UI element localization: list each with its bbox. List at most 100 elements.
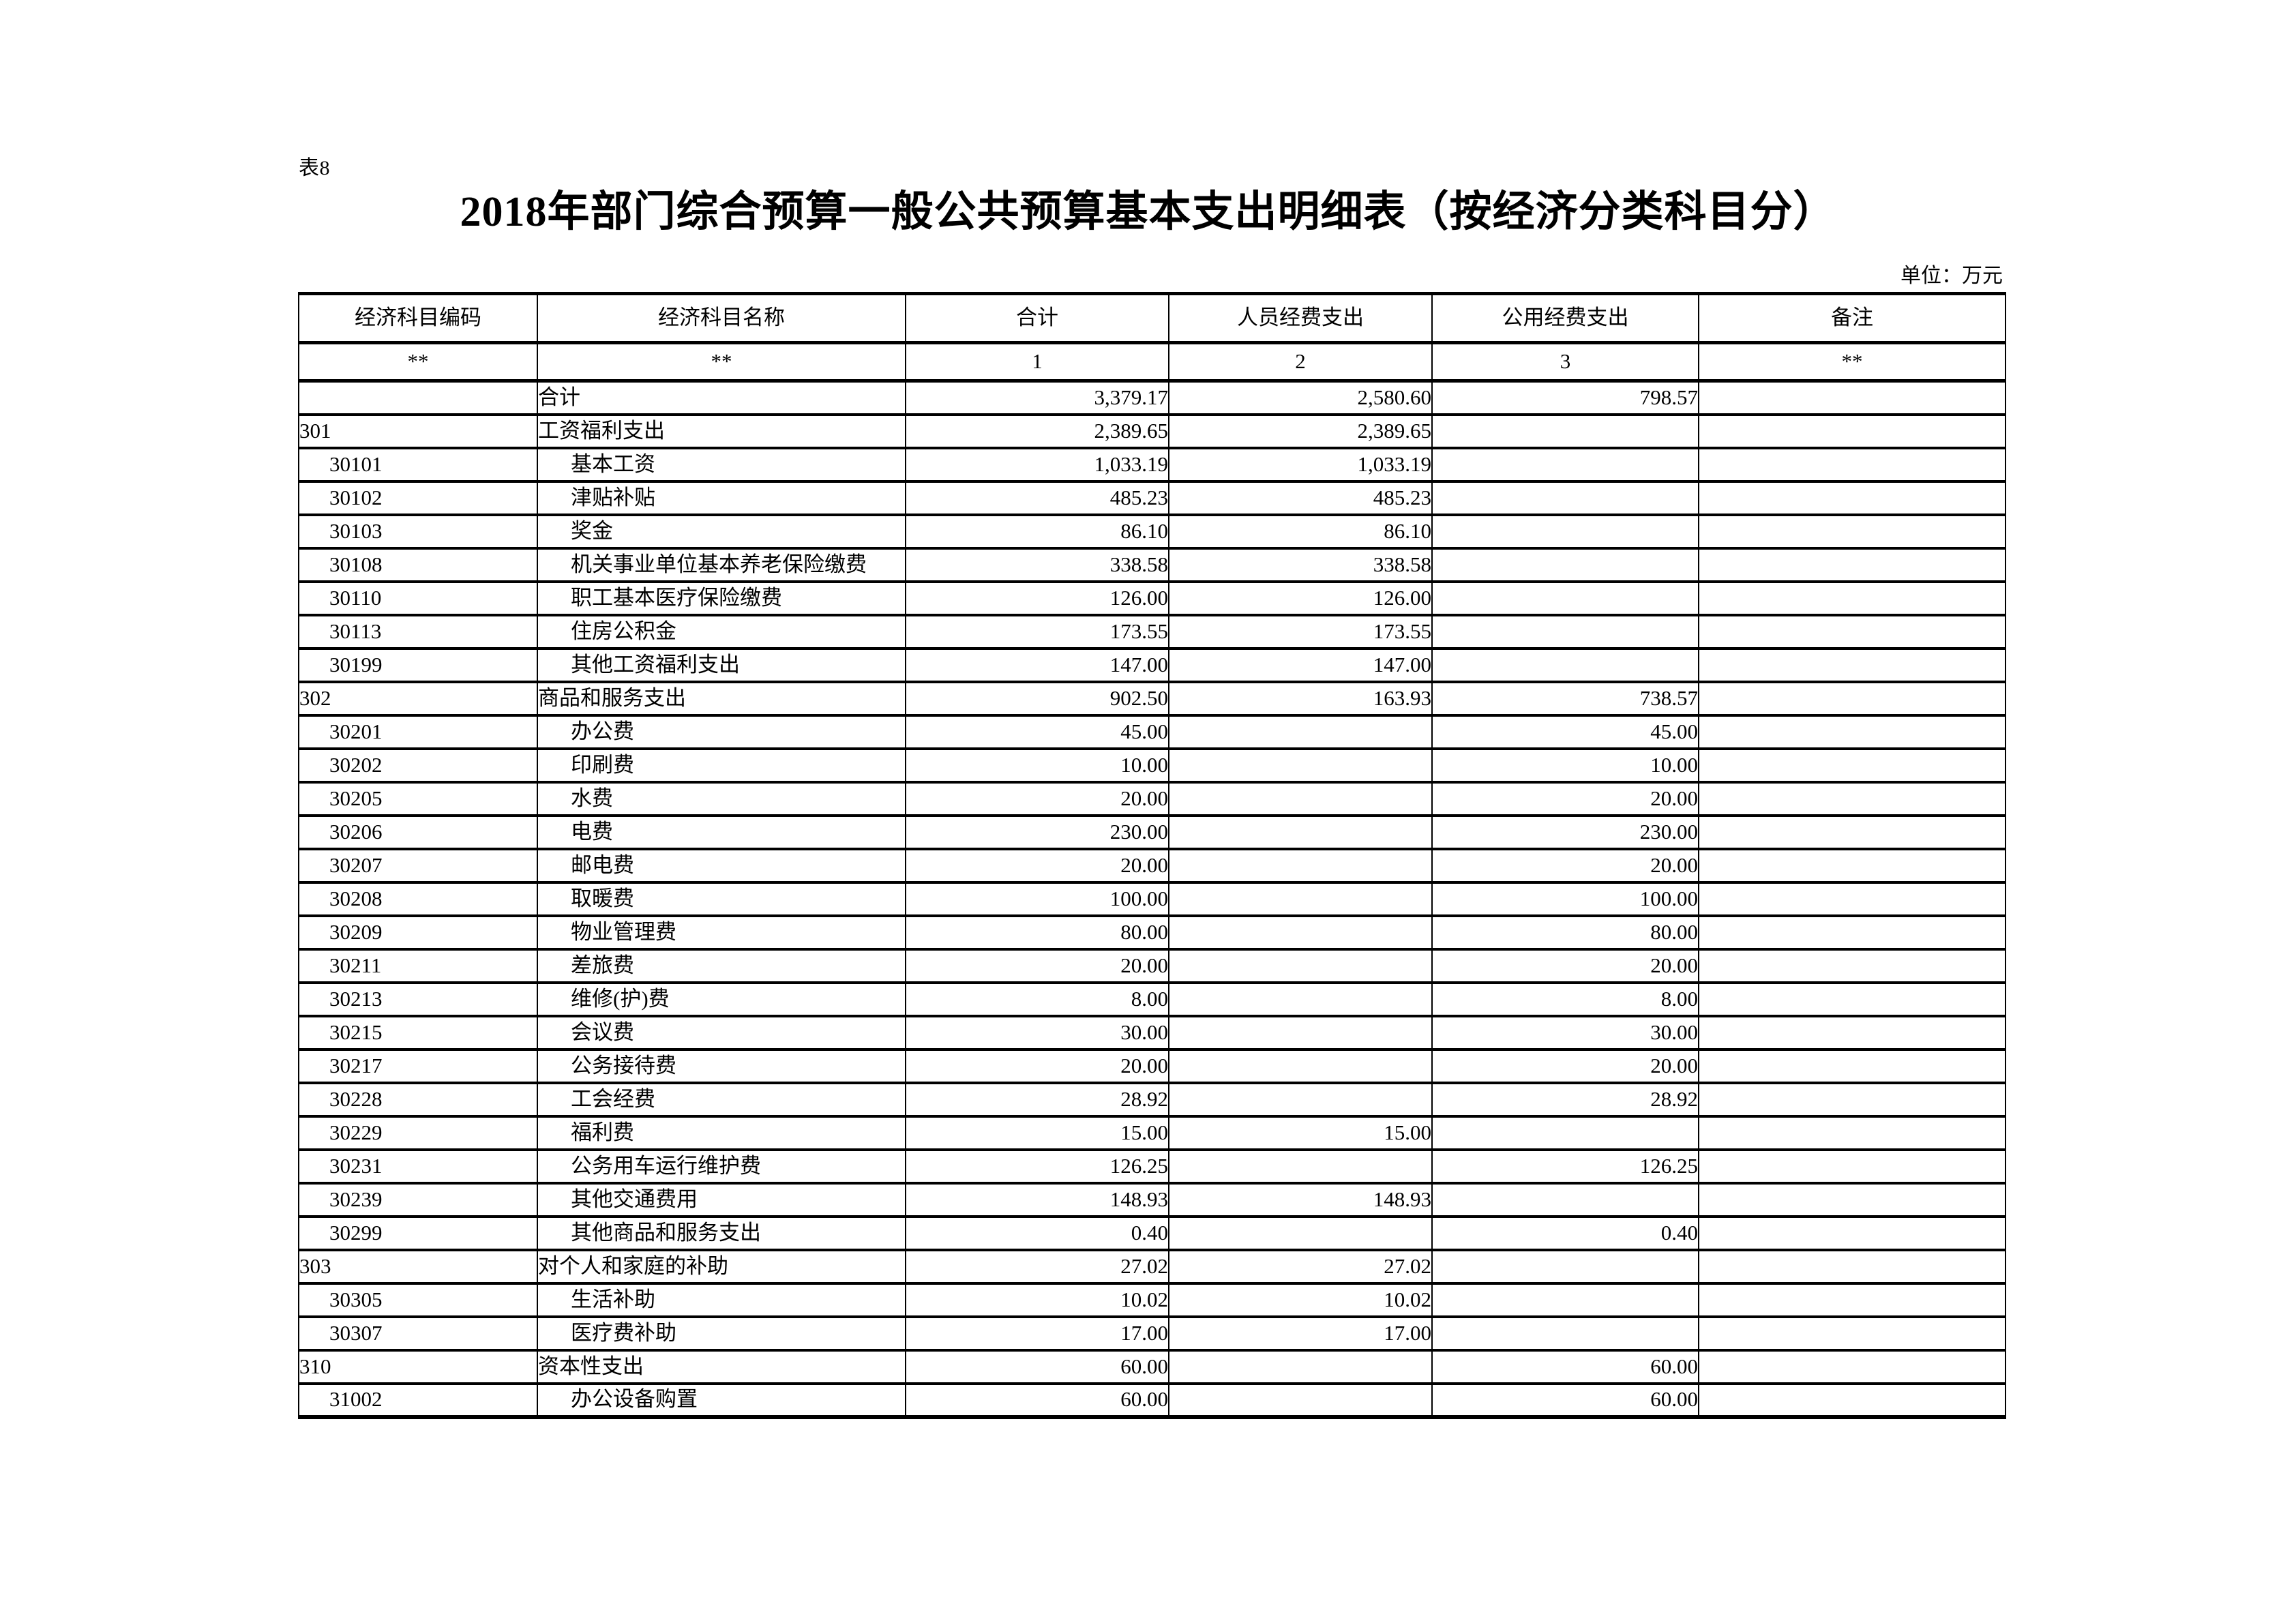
cell-personnel: 147.00 (1168, 647, 1433, 683)
page-title: 2018年部门综合预算一般公共预算基本支出明细表（按经济分类科目分） (460, 189, 1836, 235)
column-header-personnel: 人员经费支出 (1168, 292, 1433, 344)
table-row: 30199 其他工资福利支出 147.00 147.00 (298, 647, 2006, 683)
cell-public (1431, 614, 1699, 650)
cell-personnel (1168, 948, 1433, 984)
cell-note (1698, 948, 2006, 984)
cell-name: 电费 (537, 814, 906, 850)
cell-name: 办公设备购置 (537, 1382, 906, 1419)
cell-personnel (1168, 1082, 1433, 1118)
cell-total: 20.00 (905, 948, 1169, 984)
cell-name: 差旅费 (537, 948, 906, 984)
cell-total: 20.00 (905, 781, 1169, 817)
cell-total: 3,379.17 (905, 380, 1169, 416)
cell-personnel (1168, 1048, 1433, 1084)
cell-total: 100.00 (905, 881, 1169, 917)
cell-code: 30199 (298, 647, 538, 683)
cell-code: 30231 (298, 1148, 538, 1185)
cell-code: 30217 (298, 1048, 538, 1084)
cell-name: 取暖费 (537, 881, 906, 917)
cell-code: 30209 (298, 914, 538, 951)
cell-name: 合计 (537, 380, 906, 416)
sheet-label: 表8 (299, 157, 330, 179)
cell-total: 45.00 (905, 714, 1169, 750)
cell-name: 奖金 (537, 513, 906, 550)
table-row: 30211 差旅费 20.00 20.00 (298, 948, 2006, 984)
cell-note (1698, 1315, 2006, 1352)
cell-note (1698, 413, 2006, 449)
cell-public (1431, 1182, 1699, 1218)
cell-total: 20.00 (905, 1048, 1169, 1084)
table-row: 303 对个人和家庭的补助 27.02 27.02 (298, 1249, 2006, 1285)
cell-personnel: 27.02 (1168, 1249, 1433, 1285)
cell-note (1698, 681, 2006, 717)
table-row: 302 商品和服务支出 902.50 163.93 738.57 (298, 681, 2006, 717)
budget-table-container: 经济科目编码 经济科目名称 合计 人员经费支出 公用经费支出 备注 ** ** … (298, 292, 2006, 1419)
cell-code: 30239 (298, 1182, 538, 1218)
cell-note (1698, 1182, 2006, 1218)
cell-note (1698, 1215, 2006, 1251)
cell-name: 资本性支出 (537, 1349, 906, 1385)
column-header-note: 备注 (1698, 292, 2006, 344)
cell-total: 902.50 (905, 681, 1169, 717)
table-row: 30307 医疗费补助 17.00 17.00 (298, 1315, 2006, 1352)
cell-public (1431, 413, 1699, 449)
cell-code: 30202 (298, 747, 538, 784)
cell-personnel (1168, 747, 1433, 784)
cell-public: 60.00 (1431, 1382, 1699, 1419)
cell-personnel: 163.93 (1168, 681, 1433, 717)
table-row: 30229 福利费 15.00 15.00 (298, 1115, 2006, 1151)
cell-code: 30206 (298, 814, 538, 850)
table-row: 30206 电费 230.00 230.00 (298, 814, 2006, 850)
column-header-personnel-label: 人员经费支出 (1237, 306, 1364, 330)
cell-name: 对个人和家庭的补助 (537, 1249, 906, 1285)
cell-note (1698, 647, 2006, 683)
cell-note (1698, 447, 2006, 483)
cell-total: 2,389.65 (905, 413, 1169, 449)
cell-public: 20.00 (1431, 1048, 1699, 1084)
cell-code: 30228 (298, 1082, 538, 1118)
cell-note (1698, 480, 2006, 516)
cell-note (1698, 881, 2006, 917)
cell-personnel (1168, 781, 1433, 817)
cell-total: 338.58 (905, 547, 1169, 583)
cell-code: 30201 (298, 714, 538, 750)
cell-name: 会议费 (537, 1015, 906, 1051)
cell-public: 30.00 (1431, 1015, 1699, 1051)
table-row: 30202 印刷费 10.00 10.00 (298, 747, 2006, 784)
cell-personnel: 338.58 (1168, 547, 1433, 583)
cell-total: 126.00 (905, 580, 1169, 616)
budget-table: 经济科目编码 经济科目名称 合计 人员经费支出 公用经费支出 备注 ** ** … (298, 292, 2006, 1419)
cell-note (1698, 1249, 2006, 1285)
cell-personnel: 148.93 (1168, 1182, 1433, 1218)
cell-note (1698, 747, 2006, 784)
cell-code: 30205 (298, 781, 538, 817)
cell-public: 20.00 (1431, 848, 1699, 884)
cell-public: 126.25 (1431, 1148, 1699, 1185)
table-header-row: 经济科目编码 经济科目名称 合计 人员经费支出 公用经费支出 备注 (298, 292, 2006, 344)
cell-public (1431, 1249, 1699, 1285)
cell-total: 147.00 (905, 647, 1169, 683)
cell-total: 28.92 (905, 1082, 1169, 1118)
table-row: 30201 办公费 45.00 45.00 (298, 714, 2006, 750)
cell-name: 医疗费补助 (537, 1315, 906, 1352)
table-row: 30228 工会经费 28.92 28.92 (298, 1082, 2006, 1118)
cell-code: 30215 (298, 1015, 538, 1051)
column-number-total: 1 (905, 342, 1169, 383)
table-row: 30110 职工基本医疗保险缴费 126.00 126.00 (298, 580, 2006, 616)
cell-personnel (1168, 1215, 1433, 1251)
table-row: 30103 奖金 86.10 86.10 (298, 513, 2006, 550)
cell-note (1698, 714, 2006, 750)
cell-name: 维修(护)费 (537, 981, 906, 1017)
cell-note (1698, 614, 2006, 650)
cell-public: 28.92 (1431, 1082, 1699, 1118)
cell-total: 80.00 (905, 914, 1169, 951)
cell-name: 办公费 (537, 714, 906, 750)
cell-note (1698, 914, 2006, 951)
cell-code: 302 (298, 681, 538, 717)
table-row: 30239 其他交通费用 148.93 148.93 (298, 1182, 2006, 1218)
cell-public: 230.00 (1431, 814, 1699, 850)
cell-personnel (1168, 814, 1433, 850)
cell-note (1698, 1282, 2006, 1318)
cell-code: 30113 (298, 614, 538, 650)
cell-public: 20.00 (1431, 781, 1699, 817)
